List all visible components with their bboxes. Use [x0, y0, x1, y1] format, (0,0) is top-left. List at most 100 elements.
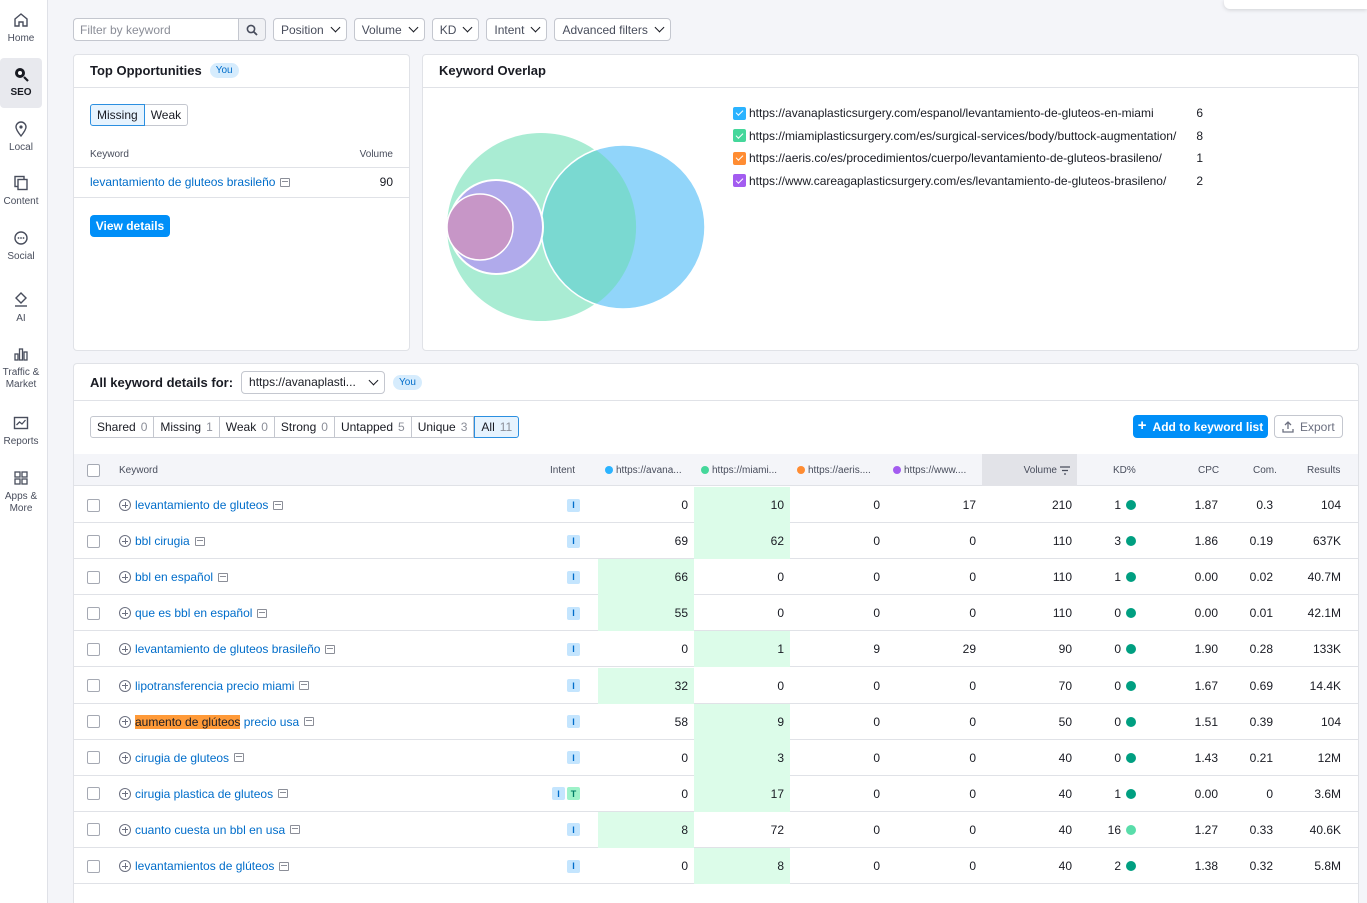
tab-shared[interactable]: Shared 0	[90, 416, 155, 438]
th-domain-miami[interactable]: https://miami...	[701, 454, 777, 486]
th-results[interactable]: Results	[1307, 464, 1341, 476]
row-checkbox[interactable]	[87, 787, 100, 801]
advanced-filters-dropdown[interactable]: Advanced filters	[554, 18, 671, 41]
opportunity-keyword-link[interactable]: levantamiento de gluteos brasileño	[90, 175, 276, 189]
serp-icon[interactable]	[273, 500, 284, 510]
add-keyword-icon[interactable]	[119, 823, 131, 836]
row-checkbox[interactable]	[87, 498, 100, 512]
th-kd[interactable]: KD%	[1113, 464, 1136, 476]
position-cell: 0	[777, 678, 784, 693]
row-checkbox[interactable]	[87, 679, 100, 692]
sidebar-item-social[interactable]: Social	[0, 230, 42, 263]
serp-icon[interactable]	[280, 178, 291, 187]
serp-icon[interactable]	[218, 572, 229, 582]
add-keyword-icon[interactable]	[119, 643, 131, 656]
keyword-filter-input[interactable]	[73, 18, 238, 41]
keyword-link[interactable]: bbl en español	[135, 570, 214, 585]
sidebar-item-traffic-market[interactable]: Traffic & Market	[0, 346, 42, 391]
serp-icon[interactable]	[299, 681, 310, 690]
sidebar-item-reports[interactable]: Reports	[0, 415, 42, 448]
serp-icon[interactable]	[279, 861, 290, 871]
serp-icon[interactable]	[234, 753, 245, 763]
row-checkbox[interactable]	[87, 642, 100, 656]
serp-icon[interactable]	[304, 717, 315, 727]
legend-checkbox[interactable]	[733, 106, 746, 120]
add-keyword-icon[interactable]	[119, 679, 131, 692]
keyword-link[interactable]: bbl cirugia	[135, 534, 190, 549]
keyword-link[interactable]: cuanto cuesta un bbl en usa	[135, 822, 286, 837]
row-checkbox[interactable]	[87, 859, 100, 873]
add-keyword-icon[interactable]	[119, 715, 131, 728]
th-keyword[interactable]: Keyword	[119, 464, 158, 476]
keyword-link[interactable]: levantamiento de gluteos	[135, 498, 269, 512]
select-all-checkbox[interactable]	[87, 463, 100, 477]
row-checkbox[interactable]	[87, 570, 100, 584]
domain-select[interactable]: https://avanaplasti...	[241, 370, 386, 394]
row-checkbox[interactable]	[87, 715, 100, 729]
tab-weak[interactable]: Weak 0	[219, 416, 275, 438]
sidebar-item-ai[interactable]: AI	[0, 292, 42, 325]
add-keyword-icon[interactable]	[119, 607, 131, 620]
th-domain-aeris[interactable]: https://aeris....	[797, 454, 871, 486]
legend-item[interactable]: https://avanaplasticsurgery.com/espanol/…	[733, 102, 1203, 125]
sidebar-item-home[interactable]: Home	[0, 12, 42, 45]
position-cell: 0	[681, 642, 688, 657]
add-to-keyword-list-button[interactable]: + Add to keyword list	[1133, 415, 1268, 438]
add-keyword-icon[interactable]	[119, 787, 131, 800]
position-cell: 0	[969, 606, 976, 621]
legend-item[interactable]: https://miamiplasticsurgery.com/es/surgi…	[733, 125, 1203, 148]
position-dropdown[interactable]: Position	[273, 18, 347, 41]
add-keyword-icon[interactable]	[119, 751, 131, 764]
keyword-link[interactable]: levantamientos de glúteos	[135, 859, 275, 873]
keyword-link[interactable]: que es bbl en español	[135, 606, 253, 621]
serp-icon[interactable]	[194, 536, 205, 546]
legend-item[interactable]: https://www.careagaplasticsurgery.com/es…	[733, 170, 1203, 193]
tab-untapped[interactable]: Untapped 5	[334, 416, 412, 438]
add-keyword-icon[interactable]	[119, 535, 131, 548]
th-volume[interactable]: Volume	[982, 454, 1077, 486]
add-keyword-icon[interactable]	[119, 499, 131, 511]
keyword-link[interactable]: aumento de glúteos precio usa	[135, 714, 299, 729]
tab-missing[interactable]: Missing 1	[154, 416, 220, 438]
add-keyword-icon[interactable]	[119, 860, 131, 872]
search-button[interactable]	[238, 18, 266, 41]
view-details-button[interactable]: View details	[90, 215, 170, 237]
keyword-link[interactable]: lipotransferencia precio miami	[135, 678, 295, 693]
kd-dropdown[interactable]: KD	[431, 18, 480, 41]
serp-icon[interactable]	[257, 608, 268, 618]
th-domain-avana[interactable]: https://avana...	[605, 454, 682, 486]
tab-weak[interactable]: Weak	[144, 104, 189, 126]
row-checkbox[interactable]	[87, 823, 100, 837]
row-checkbox[interactable]	[87, 751, 100, 765]
serp-icon[interactable]	[278, 789, 289, 799]
export-button[interactable]: Export	[1274, 415, 1343, 438]
th-com[interactable]: Com.	[1253, 464, 1277, 476]
tab-unique[interactable]: Unique 3	[411, 416, 475, 438]
serp-icon[interactable]	[325, 644, 336, 654]
tab-all[interactable]: All 11	[474, 416, 520, 438]
sidebar-item-content[interactable]: Content	[0, 175, 42, 208]
th-intent[interactable]: Intent	[550, 464, 576, 476]
intent-dropdown[interactable]: Intent	[486, 18, 548, 41]
sidebar-item-apps-more[interactable]: Apps & More	[0, 470, 42, 515]
legend-item[interactable]: https://aeris.co/es/procedimientos/cuerp…	[733, 147, 1203, 170]
keyword-link[interactable]: levantamiento de gluteos brasileño	[135, 642, 321, 657]
row-checkbox[interactable]	[87, 606, 100, 620]
sidebar-item-local[interactable]: Local	[0, 121, 42, 154]
legend-checkbox[interactable]	[733, 174, 746, 188]
keyword-link[interactable]: cirugia plastica de gluteos	[135, 786, 274, 801]
th-domain-careaga[interactable]: https://www....	[893, 454, 966, 486]
sidebar-item-seo[interactable]: SEO	[0, 58, 42, 108]
tab-strong[interactable]: Strong 0	[274, 416, 335, 438]
volume-dropdown[interactable]: Volume	[353, 18, 425, 41]
row-checkbox[interactable]	[87, 534, 100, 548]
tab-missing[interactable]: Missing	[90, 104, 145, 126]
keyword-link[interactable]: cirugia de gluteos	[135, 750, 230, 765]
add-keyword-icon[interactable]	[119, 571, 131, 584]
serp-icon[interactable]	[290, 825, 301, 835]
venn-overlap-region	[542, 150, 637, 304]
legend-checkbox[interactable]	[733, 129, 746, 143]
legend-checkbox[interactable]	[733, 151, 746, 165]
position-cell: 0	[873, 786, 880, 801]
th-cpc[interactable]: CPC	[1198, 464, 1220, 476]
